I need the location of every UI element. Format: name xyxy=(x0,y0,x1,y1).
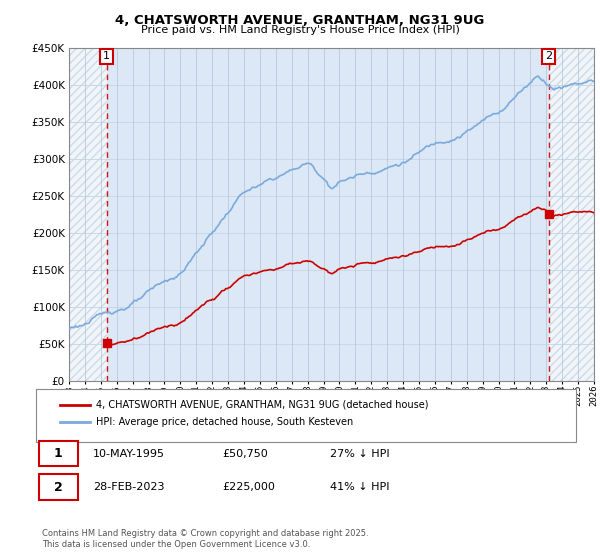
Bar xyxy=(69,48,107,381)
Text: 41% ↓ HPI: 41% ↓ HPI xyxy=(330,482,389,492)
Text: 1: 1 xyxy=(54,447,62,460)
Text: 10-MAY-1995: 10-MAY-1995 xyxy=(93,449,165,459)
Text: Contains HM Land Registry data © Crown copyright and database right 2025.
This d: Contains HM Land Registry data © Crown c… xyxy=(42,529,368,549)
Text: 2: 2 xyxy=(54,480,62,494)
Text: 4, CHATSWORTH AVENUE, GRANTHAM, NG31 9UG: 4, CHATSWORTH AVENUE, GRANTHAM, NG31 9UG xyxy=(115,14,485,27)
Text: 27% ↓ HPI: 27% ↓ HPI xyxy=(330,449,389,459)
Text: 4, CHATSWORTH AVENUE, GRANTHAM, NG31 9UG (detached house): 4, CHATSWORTH AVENUE, GRANTHAM, NG31 9UG… xyxy=(96,400,428,410)
Text: HPI: Average price, detached house, South Kesteven: HPI: Average price, detached house, Sout… xyxy=(96,417,353,427)
Text: £50,750: £50,750 xyxy=(222,449,268,459)
Text: 2: 2 xyxy=(545,52,553,61)
Text: 28-FEB-2023: 28-FEB-2023 xyxy=(93,482,164,492)
Text: 1: 1 xyxy=(103,52,110,61)
Text: Price paid vs. HM Land Registry's House Price Index (HPI): Price paid vs. HM Land Registry's House … xyxy=(140,25,460,35)
Text: £225,000: £225,000 xyxy=(222,482,275,492)
Bar xyxy=(549,48,594,381)
